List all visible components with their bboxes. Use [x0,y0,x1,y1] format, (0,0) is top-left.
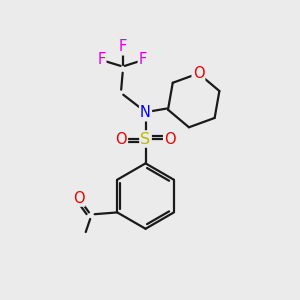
Text: O: O [193,66,204,81]
Text: S: S [140,131,151,146]
Text: O: O [164,131,176,146]
Text: F: F [118,39,127,54]
Text: F: F [97,52,105,68]
Text: N: N [140,105,151,120]
Text: F: F [139,52,147,68]
Text: O: O [116,131,127,146]
Text: O: O [73,191,84,206]
